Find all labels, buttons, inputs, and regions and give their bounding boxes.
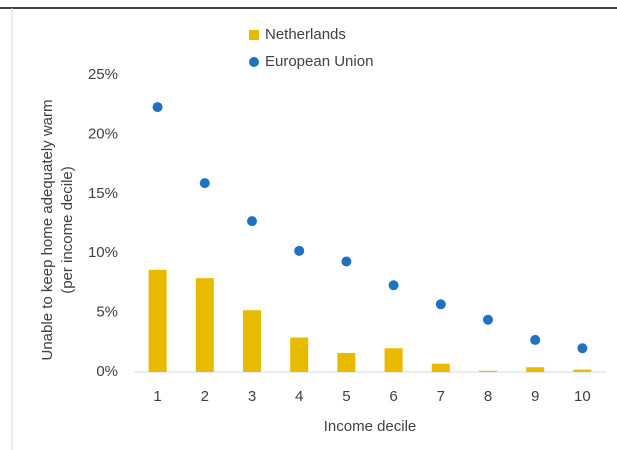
x-axis-title: Income decile bbox=[324, 418, 417, 435]
bar bbox=[337, 352, 356, 372]
x-tick-label: 1 bbox=[153, 388, 161, 405]
x-tick-label: 3 bbox=[248, 388, 256, 405]
x-tick-label: 4 bbox=[295, 388, 303, 405]
y-axis-title-line: Unable to keep home adequately warm bbox=[39, 100, 56, 361]
x-tick-label: 10 bbox=[574, 388, 591, 405]
point bbox=[388, 280, 399, 291]
bar bbox=[431, 363, 450, 372]
point bbox=[199, 178, 210, 189]
bar bbox=[573, 369, 592, 372]
y-tick-label: 5% bbox=[96, 304, 118, 321]
bar bbox=[479, 370, 497, 372]
bar bbox=[526, 367, 545, 372]
bar bbox=[148, 269, 167, 372]
y-axis-title-line: (per income decile) bbox=[59, 166, 76, 294]
point bbox=[530, 334, 541, 345]
point bbox=[483, 314, 493, 325]
x-tick-label: 8 bbox=[484, 388, 492, 405]
y-tick-label: 15% bbox=[88, 185, 118, 202]
legend-swatch bbox=[249, 30, 259, 40]
x-tick-label: 9 bbox=[531, 388, 539, 405]
x-tick-label: 6 bbox=[389, 388, 397, 405]
x-tick-label: 5 bbox=[342, 388, 350, 405]
bar bbox=[243, 310, 261, 372]
bar bbox=[195, 278, 214, 372]
x-tick-label: 7 bbox=[437, 388, 445, 405]
y-axis-title: Unable to keep home adequately warm (per… bbox=[39, 100, 76, 361]
y-tick-label: 25% bbox=[88, 66, 118, 83]
point bbox=[577, 343, 588, 354]
legend-label: European Union bbox=[265, 53, 373, 70]
legend-swatch bbox=[249, 57, 259, 67]
point bbox=[294, 245, 305, 256]
point bbox=[435, 299, 446, 310]
legend-label: Netherlands bbox=[265, 26, 346, 43]
point bbox=[341, 256, 352, 267]
bar bbox=[384, 348, 403, 372]
point bbox=[247, 216, 257, 227]
y-tick-label: 10% bbox=[88, 244, 118, 261]
x-tick-label: 2 bbox=[201, 388, 209, 405]
bar bbox=[290, 337, 309, 372]
y-tick-label: 0% bbox=[96, 363, 118, 380]
y-tick-label: 20% bbox=[88, 125, 118, 142]
point bbox=[152, 102, 163, 113]
